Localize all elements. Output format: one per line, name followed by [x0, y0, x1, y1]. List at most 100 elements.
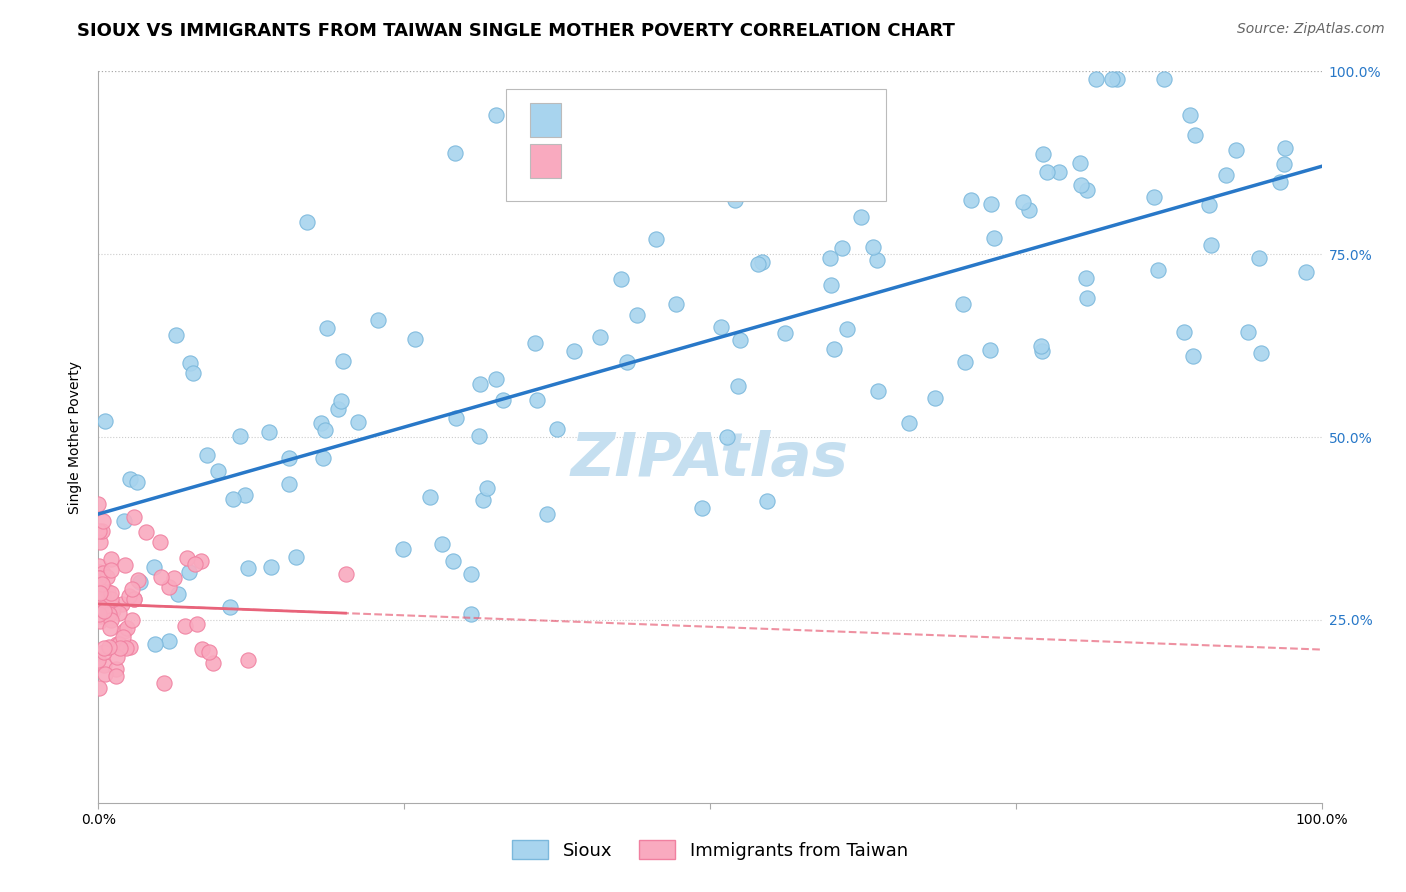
Point [980, 196, 1002, 211]
Point [723, 194, 745, 208]
Point [960, 193, 983, 207]
Point [177, 566, 200, 580]
Point [96, 606, 118, 620]
Point [868, 384, 890, 399]
Point [419, 490, 441, 504]
Point [730, 334, 752, 348]
Point [89, 586, 111, 600]
Point [165, 328, 187, 343]
Point [1199, 238, 1222, 252]
Point [1047, 165, 1070, 179]
Point [1236, 325, 1258, 339]
Point [181, 366, 204, 380]
Point [468, 429, 491, 443]
Point [979, 343, 1001, 358]
Point [153, 676, 176, 690]
Text: R =: R = [575, 152, 614, 169]
Point [278, 476, 301, 491]
Point [101, 599, 124, 614]
Point [546, 421, 568, 435]
Point [1011, 195, 1033, 210]
Point [1249, 251, 1271, 265]
Point [98, 621, 121, 635]
Point [1268, 175, 1291, 189]
Point [118, 589, 141, 603]
Point [87, 566, 110, 580]
Point [87, 600, 110, 615]
Point [818, 251, 841, 265]
Point [523, 335, 546, 350]
Text: N =: N = [702, 112, 741, 129]
Point [149, 534, 172, 549]
Point [89, 615, 111, 629]
Point [121, 582, 143, 596]
Point [1147, 262, 1170, 277]
Point [831, 241, 853, 255]
Point [122, 591, 145, 606]
Point [114, 558, 136, 573]
Point [693, 176, 716, 190]
Text: 0.511: 0.511 [628, 112, 685, 129]
Point [93, 591, 115, 606]
Point [233, 487, 256, 501]
Point [610, 271, 633, 285]
Point [315, 321, 337, 335]
Point [111, 597, 134, 611]
Point [91, 515, 114, 529]
Point [1250, 345, 1272, 359]
Point [157, 580, 180, 594]
Point [1295, 265, 1317, 279]
Point [96, 570, 118, 584]
Point [866, 252, 889, 267]
Point [526, 393, 548, 408]
Point [112, 631, 135, 645]
Point [309, 416, 332, 430]
Point [93, 640, 115, 655]
Point [709, 319, 731, 334]
Point [1181, 349, 1204, 363]
Point [295, 215, 318, 229]
Point [983, 231, 1005, 245]
Point [91, 588, 114, 602]
Point [862, 240, 884, 254]
Point [105, 668, 128, 682]
Text: Source: ZipAtlas.com: Source: ZipAtlas.com [1237, 22, 1385, 37]
Point [335, 567, 357, 582]
Point [616, 354, 638, 368]
Point [1180, 108, 1202, 122]
Point [392, 542, 415, 557]
Point [87, 584, 110, 599]
Y-axis label: Single Mother Poverty: Single Mother Poverty [69, 360, 83, 514]
Point [98, 607, 121, 621]
Point [430, 537, 453, 551]
Point [257, 425, 280, 440]
Point [197, 645, 219, 659]
Point [127, 573, 149, 587]
Point [367, 313, 389, 327]
Point [756, 493, 779, 508]
Point [89, 535, 111, 549]
Point [284, 549, 307, 564]
Point [328, 401, 350, 416]
Point [468, 376, 491, 391]
Point [101, 606, 124, 620]
Point [105, 649, 128, 664]
Point [195, 448, 218, 462]
Point [1173, 325, 1195, 339]
Point [849, 211, 872, 225]
Point [835, 322, 858, 336]
Point [751, 255, 773, 269]
Point [87, 681, 110, 696]
Point [174, 618, 197, 632]
Point [97, 585, 120, 599]
Point [1076, 183, 1098, 197]
Point [953, 355, 976, 369]
Point [108, 640, 131, 655]
Point [1184, 128, 1206, 142]
Point [692, 501, 714, 516]
Point [665, 296, 688, 310]
Point [142, 560, 165, 574]
Point [485, 108, 508, 122]
Point [1225, 143, 1247, 157]
Point [107, 606, 129, 620]
